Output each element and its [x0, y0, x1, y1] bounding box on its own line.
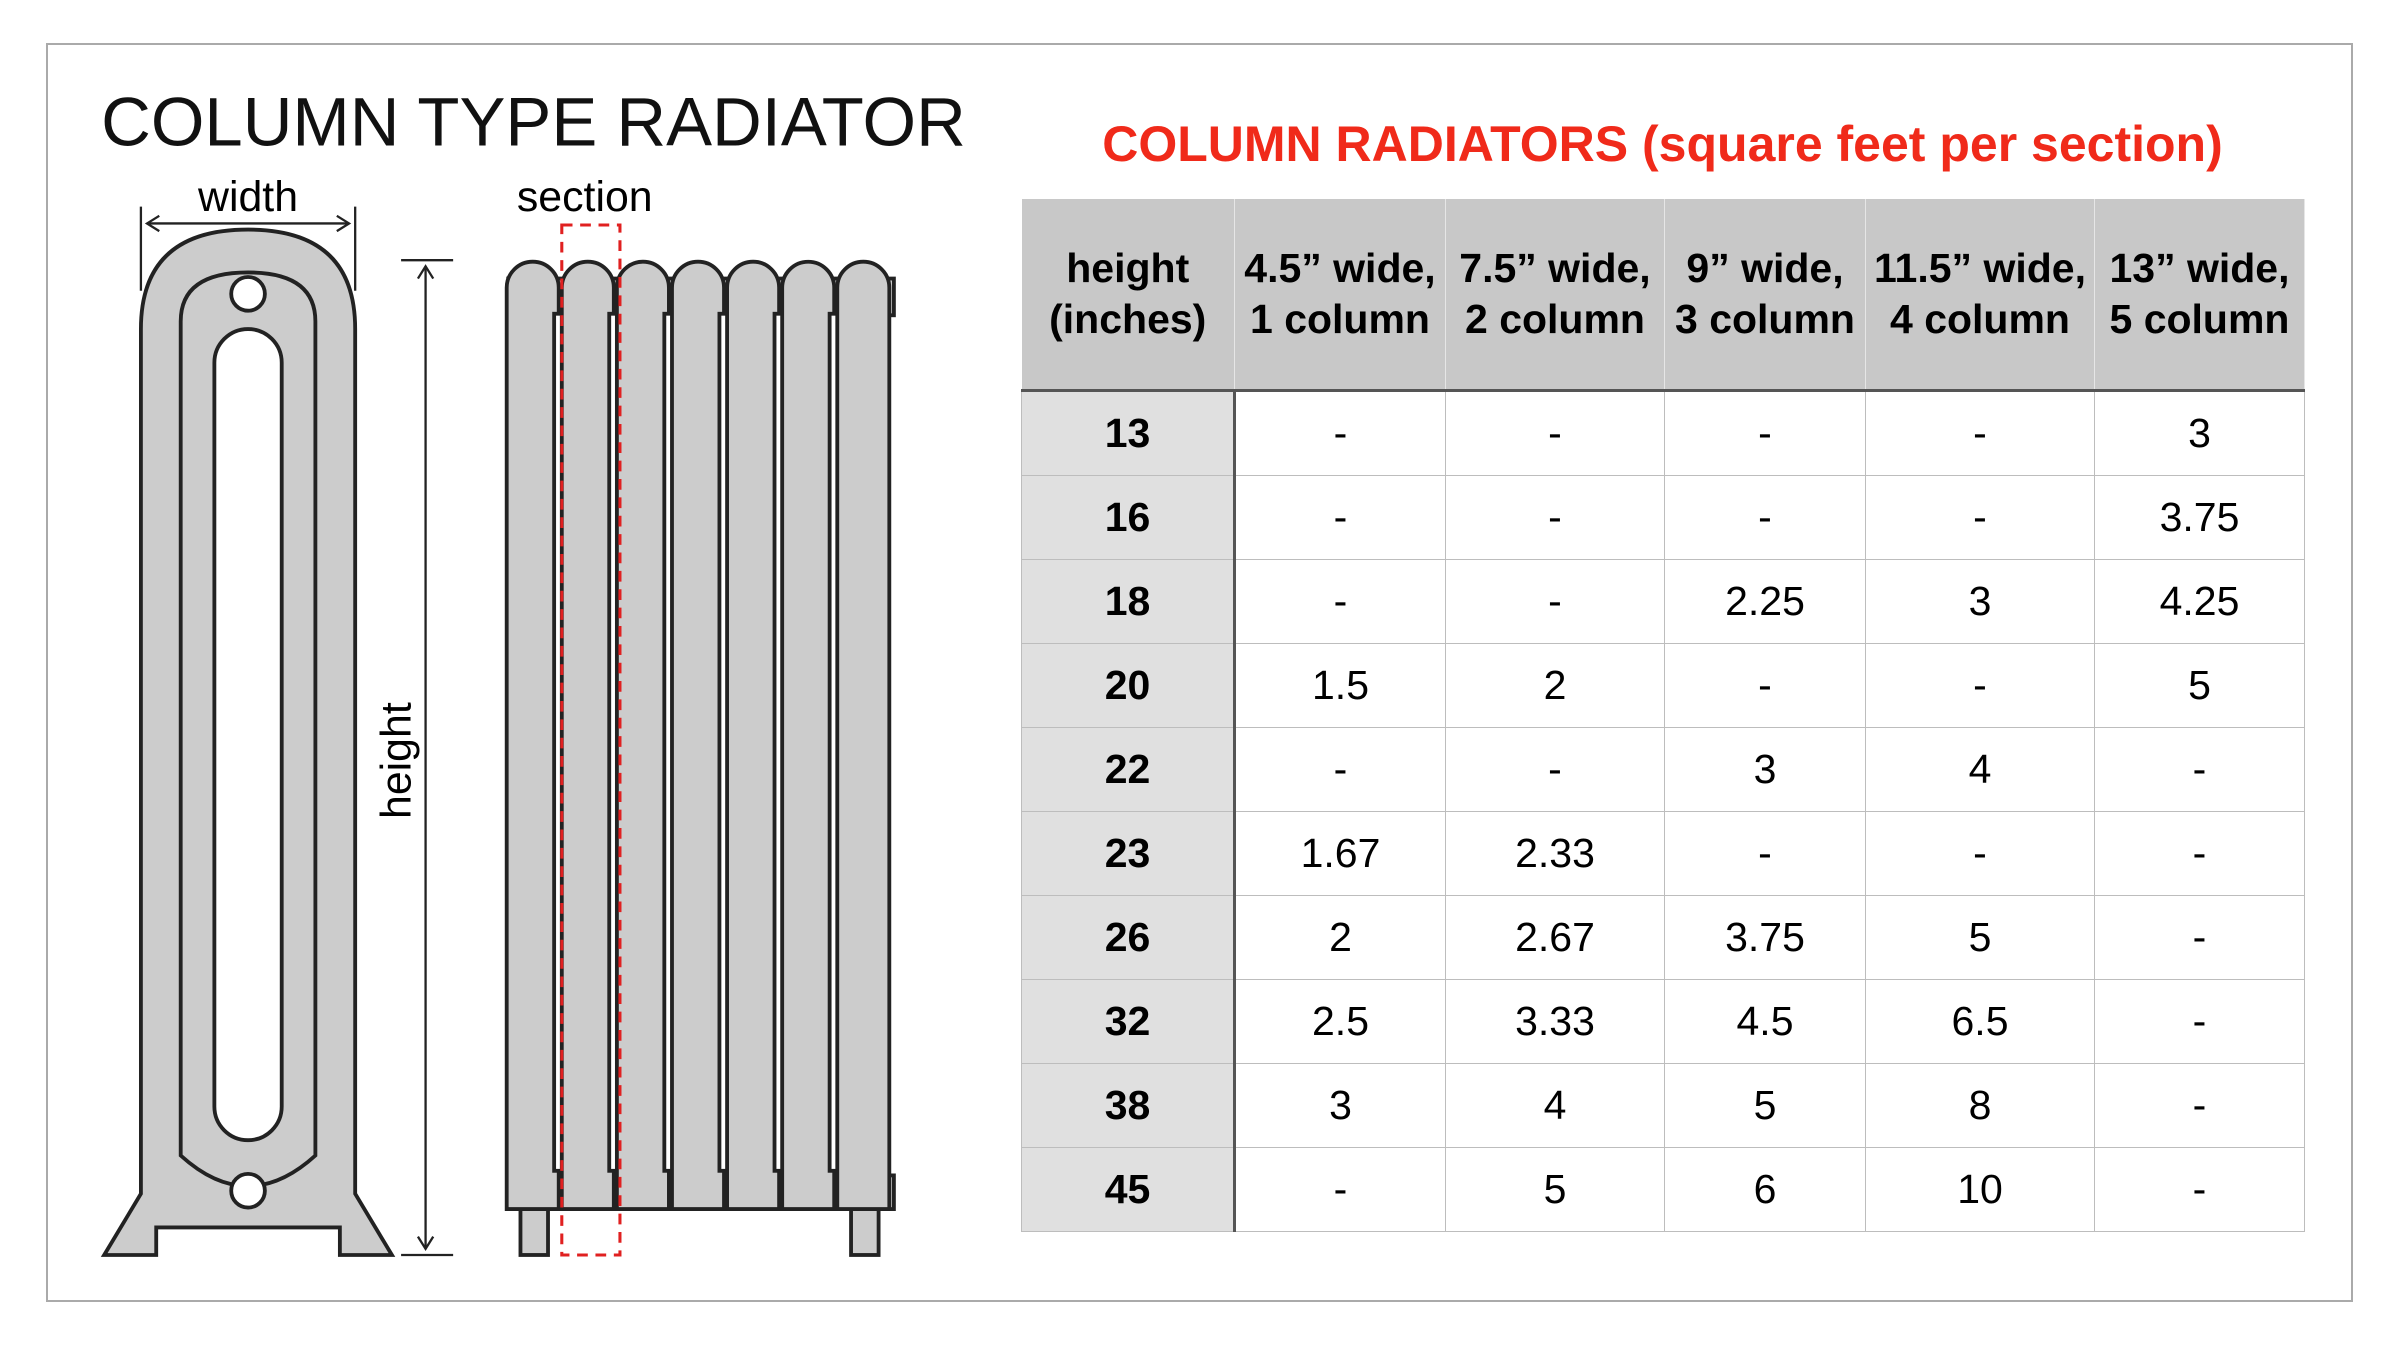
height-cell: 16: [1021, 475, 1236, 560]
table-row: 16- - - -3.75: [1021, 475, 2305, 560]
table-row: 32 2.5 3.33 4.5 6.5-: [1021, 979, 2305, 1064]
table-row: 18- -2.25 3 4.25: [1021, 559, 2305, 644]
cell: 5: [1865, 895, 2095, 980]
height-cell: 32: [1021, 979, 1236, 1064]
column: [725, 259, 782, 1211]
cell: -: [1234, 475, 1446, 560]
front-view: [504, 259, 896, 1257]
cell: 5: [2094, 643, 2305, 728]
height-cell: 45: [1021, 1147, 1236, 1232]
cell: 4.25: [2094, 559, 2305, 644]
table-row: 38 3 4 5 8-: [1021, 1063, 2305, 1148]
cell: -: [1865, 811, 2095, 896]
header-cell: 9” wide, 3 column: [1664, 199, 1866, 392]
diagram-title: COLUMN TYPE RADIATOR: [101, 83, 966, 160]
cell: -: [1234, 559, 1446, 644]
table-row: 13- - - -3: [1021, 390, 2305, 476]
height-cell: 22: [1021, 727, 1236, 812]
column: [670, 259, 726, 1211]
cell: 6.5: [1865, 979, 2095, 1064]
header-cell: height (inches): [1021, 199, 1235, 392]
header-cell: 4.5” wide, 1 column: [1234, 199, 1446, 392]
cell: -: [1445, 390, 1665, 476]
cell: -: [2094, 895, 2305, 980]
side-view: [100, 227, 396, 1257]
cell: -: [1664, 390, 1866, 476]
cell: 2.5: [1234, 979, 1446, 1064]
cell: 10: [1865, 1147, 2095, 1232]
column: [835, 259, 892, 1211]
cell: 2.33: [1445, 811, 1665, 896]
header-row: height (inches) 4.5” wide, 1 column 7.5” w…: [1021, 199, 2305, 392]
height-label: height: [372, 702, 420, 819]
table-row: 20 1.5 2- -5: [1021, 643, 2305, 728]
height-cell: 20: [1021, 643, 1236, 728]
cell: -: [1664, 811, 1866, 896]
cell: 1.5: [1234, 643, 1446, 728]
cell: 3: [1865, 559, 2095, 644]
cell: 3.33: [1445, 979, 1665, 1064]
section-label: section: [517, 173, 653, 221]
header-cell: 11.5” wide, 4 column: [1865, 199, 2095, 392]
cell: 3: [1664, 727, 1866, 812]
cell: 2: [1234, 895, 1446, 980]
cell: -: [1234, 727, 1446, 812]
header-cell: 13” wide, 5 column: [2094, 199, 2305, 392]
cell: 5: [1664, 1063, 1866, 1148]
table-row: 45-5 6 10-: [1021, 1147, 2305, 1232]
cell: -: [1234, 390, 1446, 476]
cell: -: [1445, 475, 1665, 560]
height-cell: 18: [1021, 559, 1236, 644]
cell: 6: [1664, 1147, 1866, 1232]
table-row: 22- -3 4-: [1021, 727, 2305, 812]
cell: 2.25: [1664, 559, 1866, 644]
width-label: width: [197, 173, 298, 221]
cell: -: [2094, 1147, 2305, 1232]
cell: 2.67: [1445, 895, 1665, 980]
cell: -: [2094, 811, 2305, 896]
cell: 3: [1234, 1063, 1446, 1148]
cell: -: [2094, 727, 2305, 812]
cell: 2: [1445, 643, 1665, 728]
cell: -: [1445, 559, 1665, 644]
column: [780, 259, 837, 1211]
table-body: 13- - - -3 16- - - -3.75 18- -2.25 3 4.25 20 1.5 2- -5 2…: [1021, 390, 2305, 1232]
table-title: COLUMN RADIATORS (square feet per sectio…: [1102, 116, 2223, 172]
cell: 4: [1445, 1063, 1665, 1148]
cell: -: [1445, 727, 1665, 812]
cell: -: [1865, 390, 2095, 476]
cell: 4.5: [1664, 979, 1866, 1064]
cell: 4: [1865, 727, 2095, 812]
height-cell: 38: [1021, 1063, 1236, 1148]
column: [614, 259, 671, 1211]
frame: [46, 43, 2353, 1302]
table-row: 26 2 2.67 3.75 5-: [1021, 895, 2305, 980]
cell: -: [1865, 475, 2095, 560]
data-table: height (inches) 4.5” wide, 1 column 7.5” w…: [1021, 199, 2305, 1232]
cell: -: [1664, 475, 1866, 560]
column: [559, 259, 616, 1211]
header-cell: 7.5” wide, 2 column: [1445, 199, 1665, 392]
height-cell: 13: [1021, 390, 1236, 476]
section-highlight: [560, 223, 622, 1257]
cell: -: [1865, 643, 2095, 728]
cell: 5: [1445, 1147, 1665, 1232]
cell: -: [2094, 979, 2305, 1064]
cell: 1.67: [1234, 811, 1446, 896]
cell: -: [1664, 643, 1866, 728]
cell: 3.75: [1664, 895, 1866, 980]
cell: 3.75: [2094, 475, 2305, 560]
table-row: 23 1.67 2.33- - -: [1021, 811, 2305, 896]
cell: -: [1234, 1147, 1446, 1232]
column: [504, 259, 561, 1211]
cell: 3: [2094, 390, 2305, 476]
cell: 8: [1865, 1063, 2095, 1148]
height-cell: 26: [1021, 895, 1236, 980]
cell: -: [2094, 1063, 2305, 1148]
height-cell: 23: [1021, 811, 1236, 896]
dimension-lines: [139, 206, 454, 1257]
